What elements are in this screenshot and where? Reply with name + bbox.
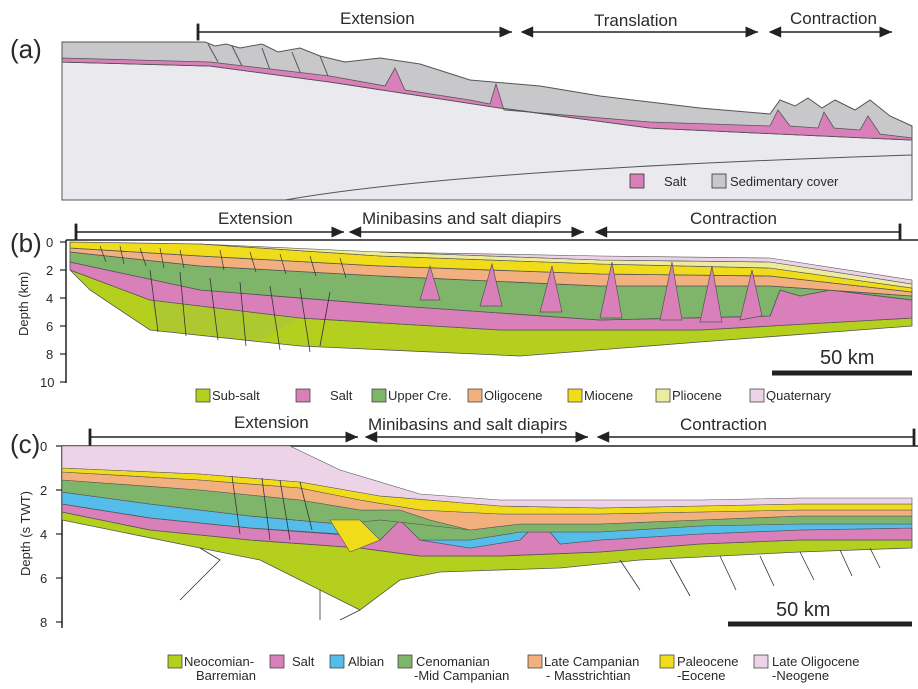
panel-c-legend-albian: Albian [348, 654, 384, 669]
panel-a-legend-salt-swatch [629, 173, 645, 189]
panel-b-legend: Sub-salt Salt Upper Cre. Oligocene Mioce… [195, 388, 832, 403]
panel-b: (b) Extension Minibasins and salt diapir… [10, 209, 918, 403]
panel-b-legend-salt: Salt [330, 388, 353, 403]
panel-c-legend-lateoligocene-2: -Neogene [772, 668, 829, 683]
panel-c-domain-minibasins: Minibasins and salt diapirs [368, 415, 567, 434]
panel-a-legend-cover: Sedimentary cover [730, 174, 839, 189]
panel-b-tick-8: 8 [46, 347, 53, 362]
panel-b-domain-contraction: Contraction [690, 209, 777, 228]
panel-b-tick-4: 4 [46, 291, 53, 306]
panel-c: (c) Extension Minibasins and salt diapir… [10, 413, 918, 683]
panel-c-y-title: Depth (s TWT) [18, 491, 33, 576]
panel-c-legend-latecampanian: Late Campanian [544, 654, 639, 669]
panel-c-tick-8: 8 [40, 615, 47, 630]
panel-b-tick-0: 0 [46, 235, 53, 250]
panel-b-domain-minibasins: Minibasins and salt diapirs [362, 209, 561, 228]
panel-a-legend-cover-swatch [711, 173, 727, 189]
panel-c-legend-latecampanian-2: - Masstrichtian [546, 668, 631, 683]
panel-b-legend-miocene: Miocene [584, 388, 633, 403]
panel-b-tick-6: 6 [46, 319, 53, 334]
panel-c-legend-paleocene: Paleocene [677, 654, 738, 669]
panel-b-legend-quaternary: Quaternary [766, 388, 832, 403]
panel-b-tick-10: 10 [40, 375, 54, 390]
panel-a-domain-extension: Extension [340, 9, 415, 28]
panel-a-domain-translation: Translation [594, 11, 677, 30]
panel-c-legend-cenomanian-2: -Mid Campanian [414, 668, 509, 683]
panel-c-legend: Neocomian- Barremian Salt Albian Cenoman… [167, 654, 859, 683]
panel-b-domain-extension: Extension [218, 209, 293, 228]
panel-b-scale-text: 50 km [820, 347, 874, 369]
panel-b-legend-subsalt: Sub-salt [212, 388, 260, 403]
panel-c-legend-lateoligocene: Late Oligocene [772, 654, 859, 669]
panel-a-salt-layer [61, 57, 913, 141]
panel-c-domain-contraction: Contraction [680, 415, 767, 434]
panel-c-legend-cenomanian: Cenomanian [416, 654, 490, 669]
panel-c-legend-neocomian-2: Barremian [196, 668, 256, 683]
panel-c-scale-text: 50 km [776, 599, 830, 621]
panel-c-legend-salt: Salt [292, 654, 315, 669]
panel-c-tick-0: 0 [40, 439, 47, 454]
panel-a-label: (a) [10, 34, 42, 64]
panel-b-tick-2: 2 [46, 263, 53, 278]
panel-c-tick-2: 2 [40, 483, 47, 498]
panel-b-y-title: Depth (km) [16, 272, 31, 336]
panel-c-domain-extension: Extension [234, 413, 309, 432]
panel-a-domain-contraction: Contraction [790, 9, 877, 28]
panel-a: (a) Extension Translation Contraction Sa… [10, 9, 913, 201]
panel-a-legend-salt: Salt [664, 174, 687, 189]
panel-c-section [61, 445, 913, 621]
panel-c-legend-paleocene-2: -Eocene [677, 668, 725, 683]
panel-b-legend-pliocene: Pliocene [672, 388, 722, 403]
panel-b-legend-oligocene: Oligocene [484, 388, 543, 403]
panel-b-section [69, 241, 913, 357]
panel-b-label: (b) [10, 228, 42, 258]
panel-c-tick-6: 6 [40, 571, 47, 586]
panel-c-legend-neocomian: Neocomian- [184, 654, 254, 669]
panel-b-legend-uppercre: Upper Cre. [388, 388, 452, 403]
panel-c-tick-4: 4 [40, 527, 47, 542]
panel-c-label: (c) [10, 429, 40, 459]
